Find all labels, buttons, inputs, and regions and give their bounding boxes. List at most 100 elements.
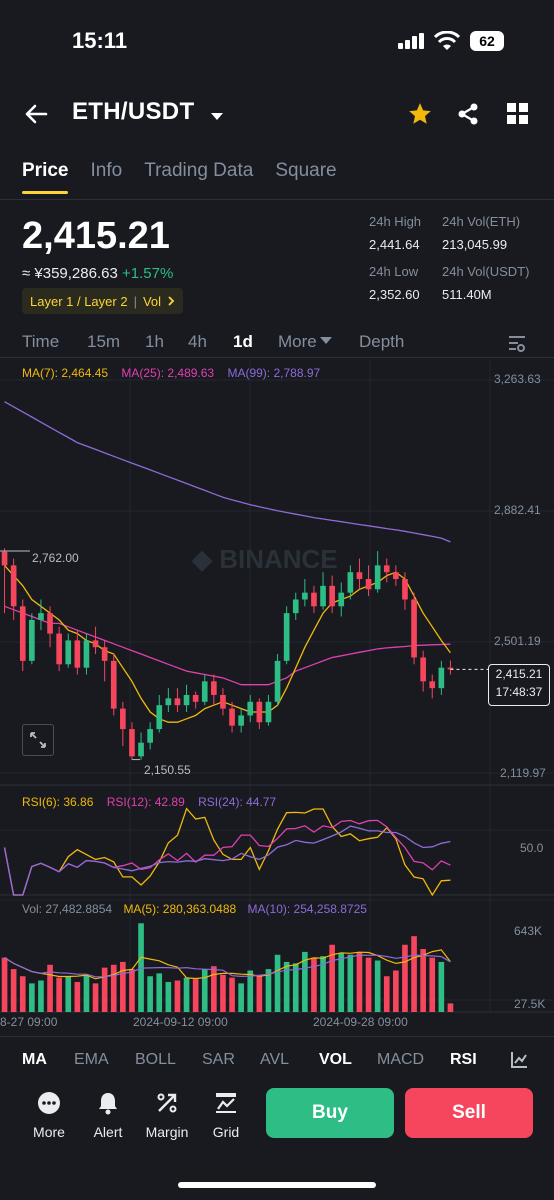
- candle-body: [83, 640, 90, 668]
- tag-vol[interactable]: Vol: [142, 293, 162, 309]
- indicator-macd[interactable]: MACD: [377, 1051, 425, 1068]
- tab-info[interactable]: Info: [90, 160, 123, 181]
- interval-more[interactable]: More: [278, 332, 317, 351]
- current-price-tag[interactable]: 2,415.21 17:48:37: [488, 664, 550, 706]
- vol-ma10-line: [4, 954, 451, 978]
- volume-bar: [320, 956, 326, 1012]
- tab-square[interactable]: Square: [275, 160, 337, 181]
- indicator-vol[interactable]: VOL: [319, 1051, 352, 1068]
- vol-usdt-value: 511.40M: [442, 287, 492, 302]
- volume-bar: [402, 944, 408, 1012]
- candle-body: [129, 729, 135, 757]
- high-value: 2,441.64: [369, 237, 420, 252]
- interval-4h[interactable]: 4h: [188, 332, 207, 351]
- ma7-line: [4, 564, 451, 723]
- candle-body: [56, 633, 62, 665]
- more-dots-icon: [38, 1092, 60, 1114]
- candle-body: [329, 585, 335, 607]
- candle-body: [138, 742, 144, 757]
- ma25-line: [4, 605, 451, 686]
- vol-tick-bottom: 27.5K: [514, 997, 546, 1011]
- volume-bar: [10, 969, 17, 1012]
- expand-chart-button[interactable]: [22, 724, 54, 756]
- interval-time[interactable]: Time: [22, 332, 60, 351]
- rsi6-line: [3, 807, 451, 897]
- margin-label: Margin: [145, 1124, 189, 1140]
- chart-settings-icon[interactable]: [508, 334, 526, 352]
- sell-button[interactable]: Sell: [405, 1088, 533, 1138]
- candle-body: [183, 694, 190, 706]
- margin-button[interactable]: Margin: [142, 1088, 192, 1140]
- more-dropdown-icon[interactable]: [320, 337, 332, 345]
- tab-trading-data[interactable]: Trading Data: [144, 160, 254, 181]
- indicator-rsi[interactable]: RSI: [450, 1051, 477, 1068]
- more-label: More: [33, 1124, 65, 1140]
- candle-body: [74, 640, 81, 668]
- star-icon[interactable]: [407, 101, 433, 132]
- tab-price[interactable]: Price: [22, 160, 69, 194]
- volume-bar: [292, 963, 299, 1012]
- grid-button[interactable]: Grid: [201, 1088, 251, 1140]
- indicator-settings-icon[interactable]: [510, 1051, 528, 1069]
- indicator-ma[interactable]: MA: [22, 1051, 47, 1068]
- volume-bar: [365, 957, 372, 1012]
- pair-dropdown-icon[interactable]: [210, 109, 224, 127]
- home-indicator: [178, 1182, 376, 1188]
- candle-body: [338, 592, 345, 607]
- price-chart[interactable]: ◆ BINANCE: [0, 360, 554, 1025]
- candle-body: [283, 613, 290, 661]
- volume-bar: [383, 976, 390, 1012]
- candle-body: [438, 667, 445, 689]
- indicator-bar: MA EMA BOLL SAR AVL VOL MACD RSI: [0, 1051, 554, 1073]
- candle-body: [120, 708, 126, 730]
- rsi-tick: 50.0: [520, 841, 544, 855]
- candle-body: [10, 565, 17, 607]
- rsi6-label: RSI(6): 36.86: [22, 795, 94, 809]
- alert-button[interactable]: Alert: [83, 1088, 133, 1140]
- candle-body: [274, 660, 281, 702]
- ma99-label: MA(99): 2,788.97: [227, 366, 321, 380]
- vol-legend: Vol: 27,482.8854 MA(5): 280,363.0488 MA(…: [22, 902, 367, 916]
- interval-1d[interactable]: 1d: [233, 332, 253, 351]
- bell-icon: [99, 1093, 117, 1115]
- vol-tick-top: 643K: [514, 924, 543, 938]
- buy-button[interactable]: Buy: [266, 1088, 394, 1138]
- indicator-boll[interactable]: BOLL: [135, 1051, 176, 1068]
- cny-value: ≈ ¥359,286.63: [22, 265, 118, 282]
- volume-bar: [356, 951, 363, 1012]
- pair-title[interactable]: ETH/USDT: [72, 98, 195, 125]
- volume-bar: [447, 1003, 454, 1012]
- indicator-sar[interactable]: SAR: [202, 1051, 235, 1068]
- volume-bar: [156, 973, 163, 1012]
- candle-body: [429, 681, 436, 689]
- volume-bar: [147, 976, 153, 1012]
- candle-body: [356, 572, 363, 580]
- candle-body: [192, 694, 199, 702]
- low-value: 2,352.60: [369, 287, 420, 302]
- interval-1h[interactable]: 1h: [145, 332, 164, 351]
- rsi12-label: RSI(12): 42.89: [106, 795, 185, 809]
- indicator-ema[interactable]: EMA: [74, 1051, 109, 1068]
- category-tags[interactable]: Layer 1 / Layer 2 | Vol: [22, 288, 184, 314]
- candle-countdown: 17:48:37: [495, 685, 543, 699]
- candle-body: [19, 606, 26, 661]
- indicator-avl[interactable]: AVL: [260, 1051, 290, 1068]
- volume-bar: [129, 969, 135, 1012]
- tag-layer[interactable]: Layer 1 / Layer 2: [30, 293, 128, 309]
- back-arrow-icon[interactable]: [24, 102, 48, 131]
- battery-indicator: 62: [470, 31, 504, 51]
- interval-depth[interactable]: Depth: [359, 332, 405, 351]
- last-price: 2,415.21: [22, 215, 170, 257]
- volume-bar: [19, 976, 26, 1012]
- more-button[interactable]: More: [24, 1088, 74, 1140]
- grid-menu-icon[interactable]: [507, 103, 529, 130]
- wifi-icon: [433, 30, 461, 56]
- volume-bar: [411, 936, 417, 1012]
- volume-bar: [92, 983, 99, 1012]
- candle-body: [29, 619, 35, 661]
- volume-bar: [374, 960, 381, 1012]
- interval-15m[interactable]: 15m: [87, 332, 121, 351]
- vol-eth-value: 213,045.99: [442, 237, 508, 252]
- share-icon[interactable]: [456, 102, 480, 131]
- rsi24-label: RSI(24): 44.77: [198, 795, 277, 809]
